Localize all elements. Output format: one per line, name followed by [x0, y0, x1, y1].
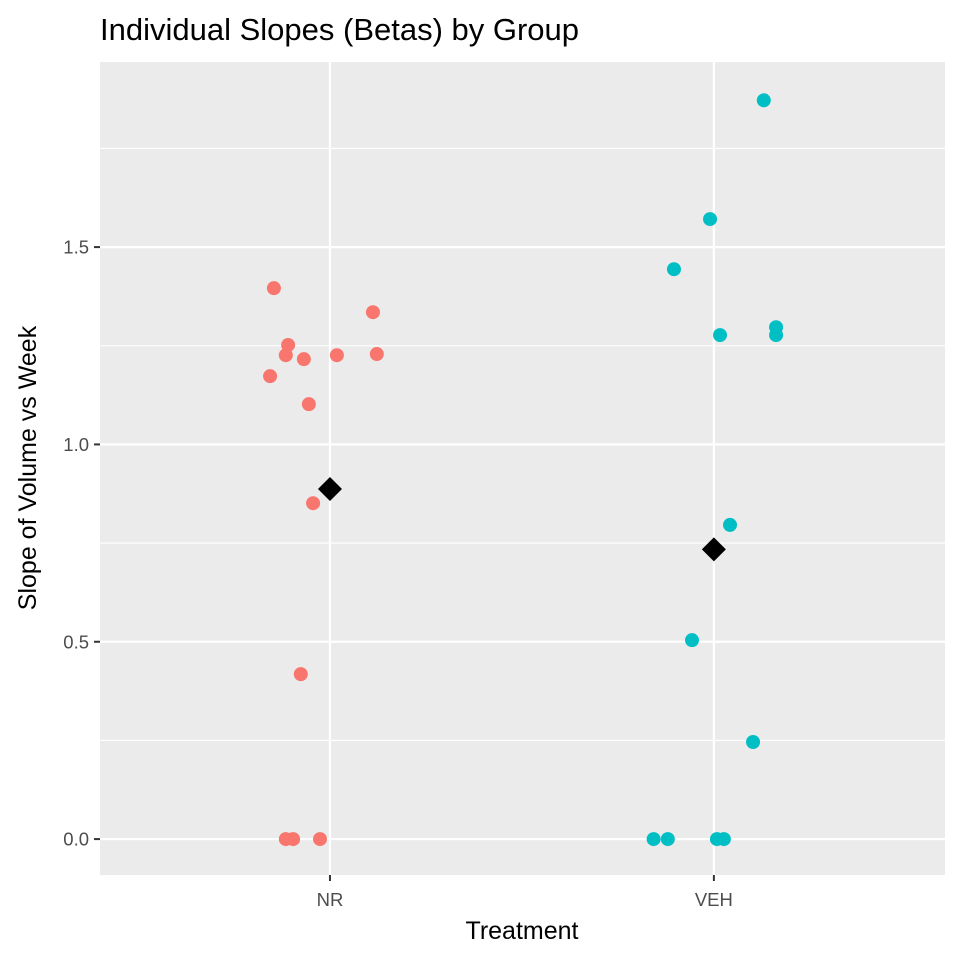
data-point-nr [278, 348, 293, 363]
major-gridlines [100, 62, 945, 875]
data-point-veh [666, 262, 681, 277]
data-point-veh [723, 517, 738, 532]
y-tick-label: 1.0 [63, 434, 89, 455]
data-point-veh [716, 832, 731, 847]
data-point-veh [646, 832, 661, 847]
data-point-nr [286, 832, 301, 847]
data-point-veh [660, 832, 675, 847]
y-axis: 0.0 0.5 1.0 1.5 [63, 237, 100, 850]
y-tick-label: 0.0 [63, 829, 89, 850]
data-point-veh [713, 328, 728, 343]
minor-gridlines [100, 147, 945, 741]
data-point-nr [369, 347, 384, 362]
x-axis: NR VEH [317, 875, 733, 910]
data-points [263, 93, 784, 847]
x-axis-title: Treatment [465, 917, 578, 945]
mean-marker-nr [317, 477, 342, 502]
data-point-veh [746, 734, 761, 749]
data-point-veh [703, 212, 718, 227]
data-point-nr [301, 397, 316, 412]
data-point-nr [306, 496, 321, 511]
group-means [317, 477, 726, 562]
y-tick-label: 0.5 [63, 631, 89, 652]
chart-title: Individual Slopes (Betas) by Group [100, 12, 579, 47]
y-axis-title: Slope of Volume vs Week [14, 325, 42, 610]
data-point-nr [296, 352, 311, 367]
mean-marker-veh [701, 537, 726, 562]
data-point-veh [769, 328, 784, 343]
data-point-nr [329, 348, 344, 363]
data-point-veh [756, 93, 771, 108]
data-point-nr [365, 305, 380, 320]
data-point-nr [312, 832, 327, 847]
x-tick-label: VEH [695, 889, 733, 910]
data-point-veh [684, 633, 699, 648]
data-point-nr [293, 667, 308, 682]
data-point-nr [263, 369, 278, 384]
plot-panel [100, 62, 945, 875]
x-tick-label: NR [317, 889, 344, 910]
data-point-nr [266, 281, 281, 296]
y-tick-label: 1.5 [63, 237, 89, 258]
